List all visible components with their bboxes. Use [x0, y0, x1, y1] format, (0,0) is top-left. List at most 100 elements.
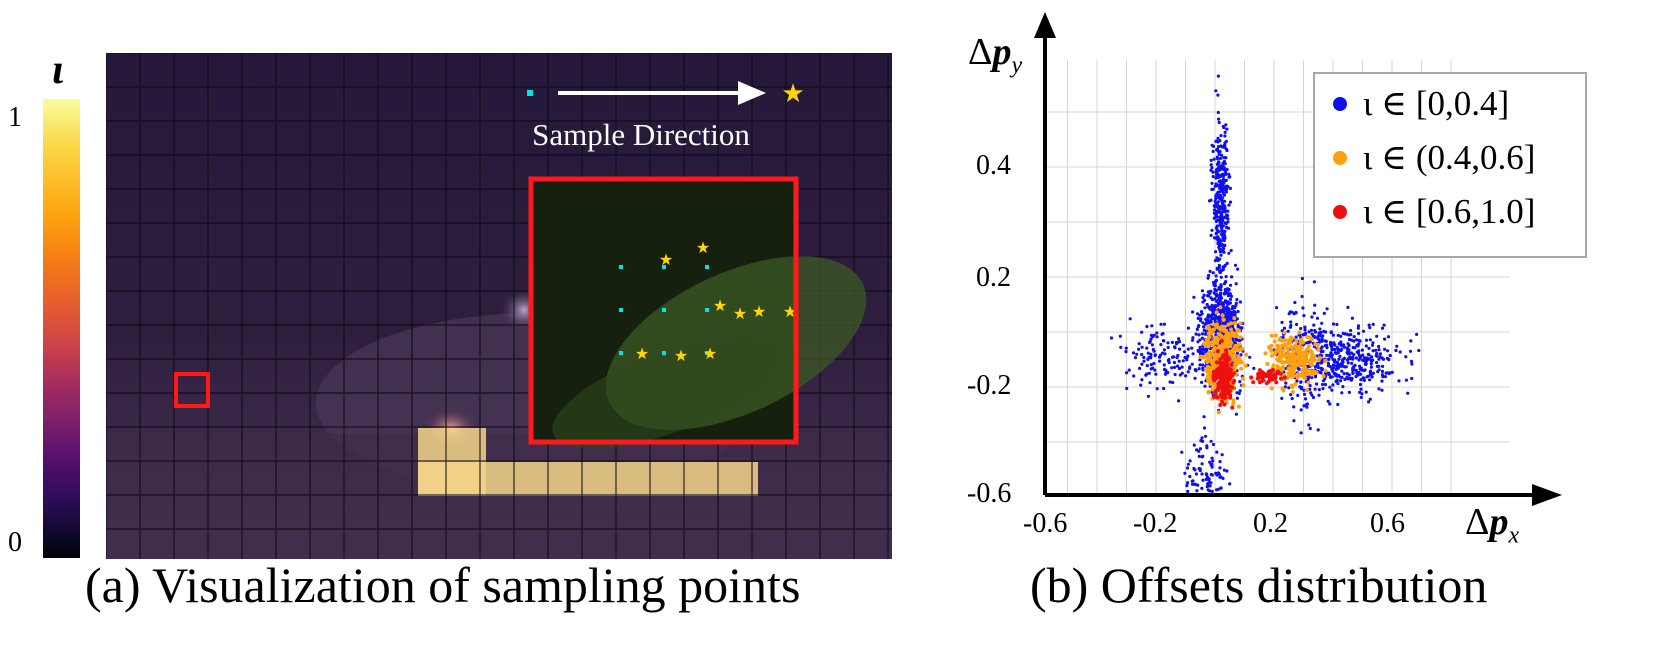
scatter-point — [1236, 267, 1240, 271]
scatter-point — [1215, 450, 1219, 454]
scatter-point — [1211, 358, 1216, 364]
scatter-point — [1200, 336, 1204, 340]
scatter-point — [1310, 393, 1314, 397]
scatter-point — [1296, 393, 1300, 397]
x-tick-label: -0.6 — [1023, 508, 1068, 539]
scatter-point — [1368, 326, 1372, 330]
scatter-point — [1340, 391, 1344, 395]
scatter-point — [1335, 360, 1339, 364]
scatter-point — [1186, 489, 1190, 493]
scatter-point — [1135, 352, 1139, 356]
scatter-point — [1409, 359, 1414, 363]
scatter-point — [1336, 363, 1340, 367]
scatter-point — [1356, 324, 1361, 328]
scatter-point — [1235, 348, 1240, 353]
scatter-point — [1274, 380, 1279, 385]
scatter-point — [1188, 474, 1192, 479]
scatter-point — [1241, 383, 1246, 388]
scatter-point — [1313, 303, 1317, 307]
scatter-point — [1159, 322, 1163, 326]
scatter-point — [1290, 397, 1294, 401]
scatter-point — [1307, 423, 1311, 427]
scatter-point — [1309, 336, 1314, 342]
scatter-point — [1221, 317, 1226, 322]
scatter-point — [1280, 365, 1286, 370]
scatter-point — [1220, 188, 1224, 192]
scatter-point — [1394, 348, 1398, 353]
scatter-point — [1282, 375, 1287, 380]
scatter-point — [1317, 331, 1321, 335]
scatter-point — [1312, 280, 1316, 284]
scatter-point — [1215, 147, 1219, 151]
scatter-point — [1219, 345, 1224, 350]
scatter-point — [1186, 370, 1190, 374]
scatter-point — [1209, 163, 1213, 167]
scatter-point — [1369, 362, 1373, 366]
scatter-point — [1309, 360, 1314, 365]
scatter-point — [1211, 442, 1216, 447]
scatter-point — [1344, 365, 1348, 369]
scatter-point — [1203, 384, 1207, 388]
scatter-point — [1332, 359, 1337, 364]
scatter-point — [1238, 380, 1242, 384]
scatter-point — [1198, 363, 1202, 367]
scatter-point — [1153, 368, 1157, 372]
scatter-point — [1298, 373, 1303, 378]
scatter-point — [1223, 143, 1227, 147]
scatter-point — [1238, 300, 1242, 304]
scatter-point — [1380, 369, 1385, 373]
scatter-point — [1216, 110, 1220, 115]
scatter-point — [1309, 328, 1313, 332]
scatter-point — [1313, 342, 1318, 347]
scatter-point — [1236, 404, 1241, 409]
scatter-point — [1289, 367, 1294, 372]
scatter-point — [1166, 371, 1170, 375]
scatter-point — [1305, 405, 1309, 409]
scatter-point — [1269, 377, 1274, 382]
scatter-point — [1219, 134, 1223, 138]
scatter-point — [1206, 389, 1211, 394]
scatter-point — [1223, 306, 1227, 310]
scatter-point — [1215, 340, 1220, 345]
scatter-point — [1206, 315, 1210, 319]
scatter-point — [1142, 355, 1146, 360]
scatter-point — [1208, 340, 1213, 346]
scatter-point — [1225, 127, 1229, 131]
scatter-point — [1298, 385, 1302, 389]
scatter-point — [1299, 359, 1305, 364]
scatter-point — [1371, 322, 1375, 326]
scatter-point — [1409, 339, 1413, 343]
scatter-point — [1285, 346, 1290, 351]
offsets-scatter-plot — [1034, 12, 1562, 506]
scatter-point — [1383, 347, 1387, 351]
scatter-point — [1207, 350, 1212, 355]
scatter-point — [1150, 324, 1154, 328]
scatter-point — [1220, 394, 1226, 399]
scatter-point — [1214, 299, 1218, 303]
scatter-point — [1367, 400, 1371, 404]
scatter-point — [1158, 359, 1162, 363]
sample-point — [662, 265, 666, 269]
scatter-point — [1371, 349, 1375, 353]
scatter-point — [1220, 180, 1224, 184]
scatter-point — [1241, 376, 1246, 381]
scatter-point — [1268, 371, 1273, 377]
scatter-point — [1138, 366, 1142, 370]
scatter-point — [1220, 227, 1224, 232]
scatter-point — [1302, 375, 1307, 380]
scatter-point — [1225, 216, 1229, 220]
scatter-point — [1149, 355, 1153, 359]
scatter-point — [1133, 356, 1138, 360]
legend-label-low: ι ∈ [0,0.4] — [1363, 84, 1510, 123]
scatter-point — [1271, 363, 1276, 368]
scatter-point — [1304, 369, 1310, 374]
scatter-point — [1207, 199, 1212, 203]
scatter-point — [1320, 359, 1324, 364]
scatter-point — [1307, 375, 1311, 379]
scatter-point — [1239, 353, 1243, 357]
scatter-point — [1195, 489, 1199, 493]
scatter-point — [1215, 212, 1219, 216]
x-axis-label: Δpx — [1465, 500, 1519, 550]
scatter-point — [1210, 181, 1214, 185]
scatter-point — [1365, 356, 1369, 360]
